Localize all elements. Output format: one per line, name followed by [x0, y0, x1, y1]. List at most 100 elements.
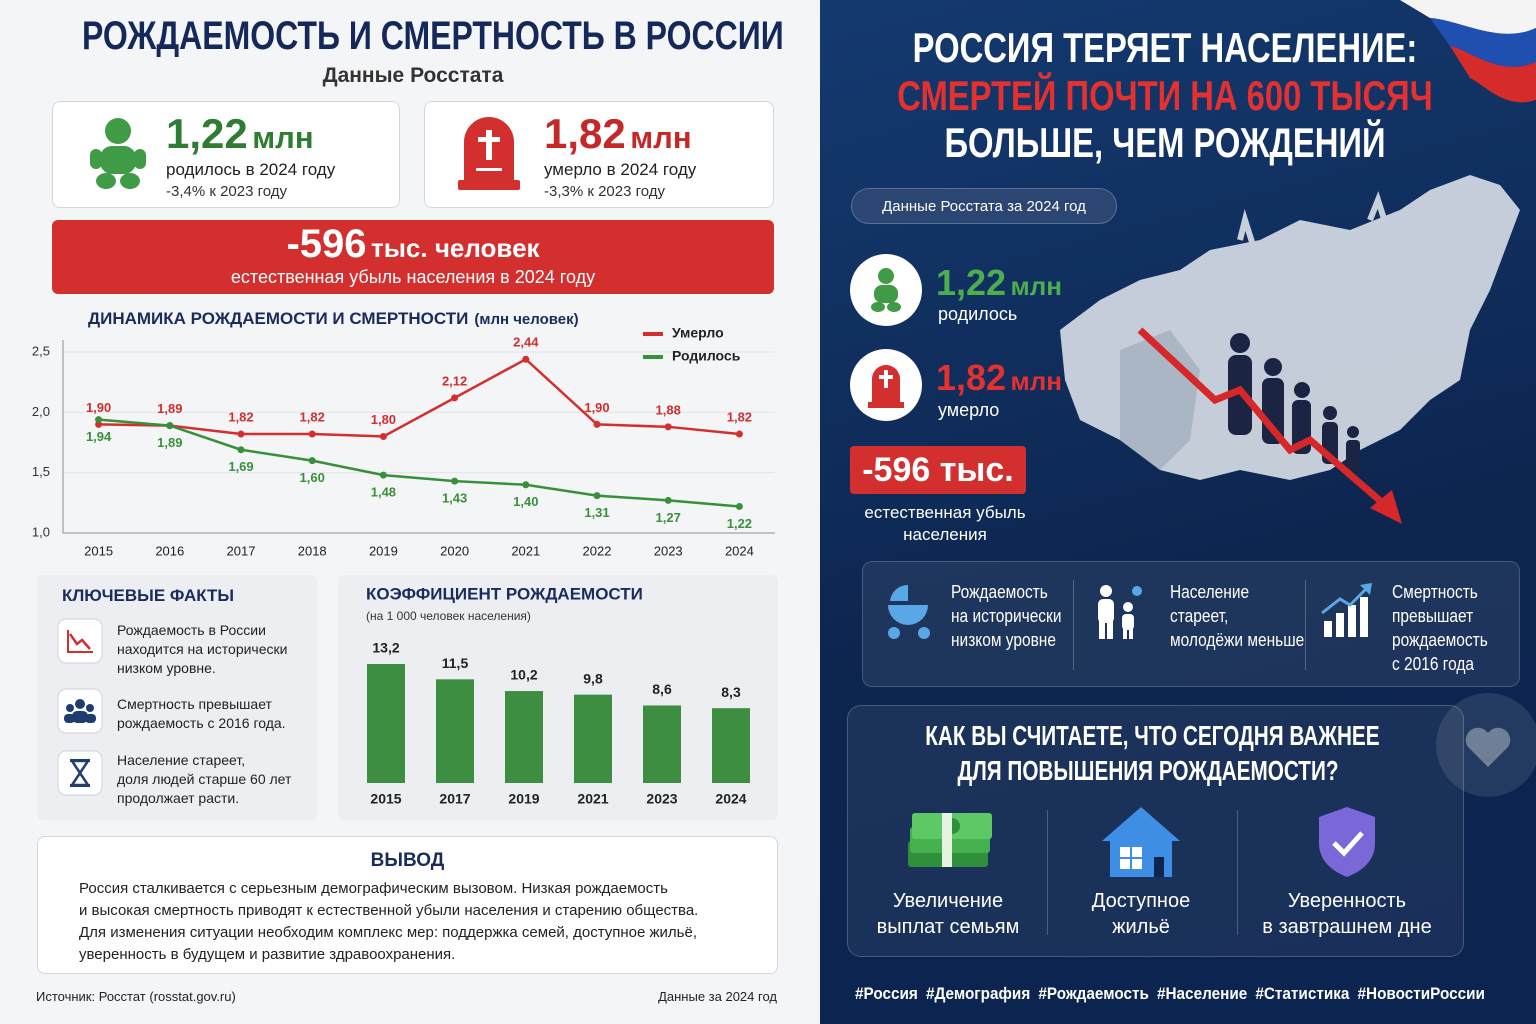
facts-icons-part [70, 784, 90, 787]
hashtag: #Статистика [1255, 984, 1350, 1003]
right-stat-icons-part [871, 302, 885, 312]
y-tick-label: 1,0 [32, 524, 50, 539]
value-label: 1,82 [228, 409, 253, 424]
features-panel [862, 561, 1520, 687]
stat-label: умерло в 2024 году [544, 160, 697, 179]
feature-icons-part-part [1360, 597, 1368, 637]
poll-option-line: в завтрашнем дне [1262, 916, 1432, 938]
bar-card [338, 575, 778, 820]
feature-icons-part [1321, 585, 1370, 615]
right-stat-value-group: 1,22 млн [936, 262, 1062, 304]
baby-icon [90, 118, 146, 189]
map-illustration [1060, 175, 1520, 524]
fact-line: Рождаемость в России [117, 622, 266, 638]
bar [574, 694, 612, 783]
bar [436, 679, 474, 783]
chart-subtitle: (на 1 000 человек населения) [366, 609, 531, 623]
x-tick-label: 2023 [646, 791, 677, 807]
bar [712, 708, 750, 783]
map-illustration-part [1137, 327, 1388, 508]
feature-icons-part [1360, 583, 1372, 595]
data-point [593, 420, 601, 428]
baby-icon-part [134, 149, 146, 169]
chart-title: ДИНАМИКА РОЖДАЕМОСТИ И СМЕРТНОСТИ (млн че… [88, 309, 579, 328]
fact-line: низком уровне. [117, 660, 216, 676]
value-label: 1,94 [86, 429, 112, 444]
baby-icon-part [105, 118, 131, 144]
feature-icons-part-part [1129, 628, 1133, 639]
poll-question-line: КАК ВЫ СЧИТАЕТЕ, ЧТО СЕГОДНЯ ВАЖНЕЕ [925, 720, 1380, 751]
fact-line: рождаемость с 2016 года. [117, 715, 286, 731]
conclusion-title: ВЫВОД [370, 850, 445, 871]
stat-unit: млн [252, 120, 314, 155]
data-point [166, 422, 174, 430]
poll-icons-part-part [1132, 859, 1142, 869]
value-label: 1,82 [300, 409, 325, 424]
x-tick-label: 2019 [508, 791, 539, 807]
value-label: 2,12 [442, 373, 467, 388]
series-line [98, 357, 740, 438]
feature-line: с 2016 года [1392, 654, 1474, 674]
stat-change: -3,3% к 2023 году [544, 183, 666, 200]
data-point [237, 446, 245, 454]
conclusion-line: Для изменения ситуации необходим комплек… [79, 924, 698, 941]
facts-icons-part [70, 759, 90, 762]
poll-option[interactable]: Увеличение выплат семьям [868, 888, 1028, 940]
facts-icons [57, 618, 103, 796]
poll-icons-part [1319, 807, 1375, 877]
x-tick-label: 2021 [511, 543, 540, 558]
hashtag: #Население [1156, 984, 1248, 1003]
baby-icon-part [90, 149, 102, 169]
loss-banner [52, 220, 774, 294]
flag [1400, 0, 1536, 103]
source-badge: Данные Росстата за 2024 год [851, 188, 1117, 224]
x-tick-label: 2015 [84, 543, 113, 558]
fact-line: Население стареет, [117, 752, 246, 768]
fact-text: Смертность превышает рождаемость с 2016 г… [117, 695, 286, 733]
hashtags: #Россия #Демография #Рождаемость #Население… [855, 984, 1485, 1004]
conclusion-line: Россия сталкивается с серьезным демограф… [79, 880, 668, 897]
fact-line: продолжает расти. [117, 790, 240, 806]
facts-icons-part [86, 704, 94, 712]
right-stat-value-group: 1,82 млн [936, 357, 1062, 399]
feature-icons-part-part [1132, 586, 1142, 596]
feature-icons [888, 583, 1372, 639]
conclusion-line: уверенность в будущем и развитие здравоо… [79, 946, 456, 963]
poll-option-line: выплат семьям [876, 916, 1020, 938]
feature-icons-part-part [888, 605, 928, 625]
stat-value-group: 1,82 млн [544, 110, 692, 158]
conclusion-text: Россия сталкивается с серьезным демограф… [79, 878, 698, 966]
value-label: 1,90 [584, 400, 609, 415]
y-tick-label: 2,0 [32, 404, 50, 419]
value-label: 1,80 [371, 412, 396, 427]
banner-value-group: -596 тыс. человек [52, 222, 774, 267]
feature-icons-part-part [1348, 605, 1356, 637]
poll-option[interactable]: Доступное жильё [1061, 888, 1221, 940]
flag-part [1450, 46, 1536, 103]
right-stat-value: 1,22 [936, 262, 1007, 303]
value-label: 10,2 [510, 667, 537, 683]
poll-option[interactable]: Уверенность в завтрашнем дне [1252, 888, 1442, 940]
feature-icons-part-part [1098, 599, 1114, 623]
right-stat-icons [850, 254, 922, 421]
hashtag: #Демография [925, 984, 1031, 1003]
stat-value-group: 1,22 млн [166, 110, 314, 158]
stat-label: родилось в 2024 году [166, 160, 336, 179]
feature-icons-part-part [918, 627, 930, 639]
fact-text: Население стареет, доля людей старше 60 л… [117, 751, 291, 808]
feature-icons-part-part [1123, 628, 1127, 639]
x-tick-label: 2024 [725, 543, 754, 558]
baby-icon-part [120, 173, 140, 189]
line-chart: ДИНАМИКА РОЖДАЕМОСТИ И СМЕРТНОСТИ (млн че… [32, 309, 775, 558]
data-point [664, 496, 672, 504]
hashtag: #НовостиРоссии [1357, 984, 1485, 1003]
hashtag: #Россия [855, 984, 918, 1003]
right-title-line: РОССИЯ ТЕРЯЕТ НАСЕЛЕНИЕ: [912, 24, 1418, 71]
feature-text: Смертность превышает рождаемость с 2016 год… [1392, 580, 1488, 676]
legend-label: Родилось [672, 348, 741, 364]
data-point [237, 430, 245, 438]
x-tick-label: 2015 [370, 791, 401, 807]
stat-change: -3,4% к 2023 году [166, 183, 288, 200]
